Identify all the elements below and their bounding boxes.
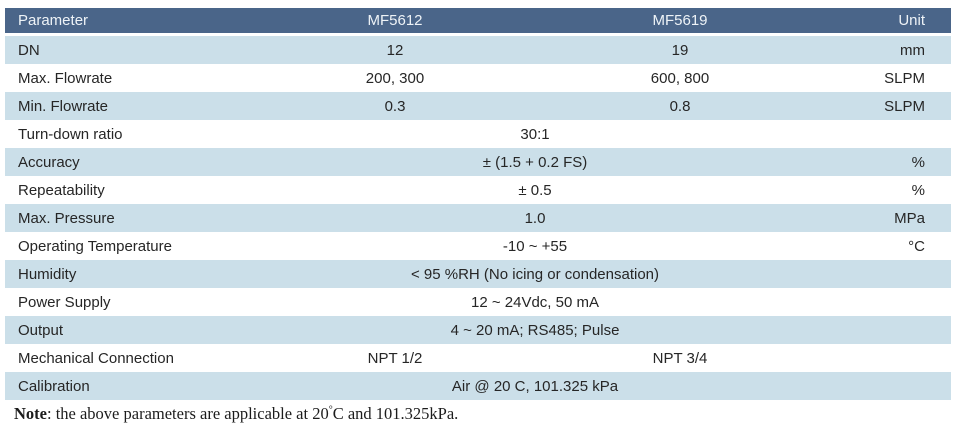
value-cell-merged: Air @ 20 C, 101.325 kPa [220,372,850,400]
unit-cell: °C [850,232,951,260]
param-cell: DN [5,34,220,64]
param-cell: Power Supply [5,288,220,316]
spec-table-container: Parameter MF5612 MF5619 Unit DN 12 19 mm Max… [5,8,951,400]
value-cell-merged: 4 ~ 20 mA; RS485; Pulse [220,316,850,344]
table-row: Operating Temperature -10 ~ +55 °C [5,232,951,260]
unit-cell [850,260,951,288]
table-row: DN 12 19 mm [5,34,951,64]
table-row: Mechanical Connection NPT 1/2 NPT 3/4 [5,344,951,372]
value-cell-merged: 1.0 [220,204,850,232]
param-cell: Humidity [5,260,220,288]
table-row: Accuracy ± (1.5 + 0.2 FS)% [5,148,951,176]
table-row: Humidity < 95 %RH (No icing or condensati… [5,260,951,288]
param-cell: Repeatability [5,176,220,204]
value-cell: 600, 800 [570,64,850,92]
value-cell: NPT 1/2 [220,344,570,372]
table-row: Calibration Air @ 20 C, 101.325 kPa [5,372,951,400]
value-cell: NPT 3/4 [570,344,850,372]
spec-table-body: DN 12 19 mm Max. Flowrate 200, 300 600, 800 SLP… [5,34,951,400]
param-cell: Operating Temperature [5,232,220,260]
table-row: Repeatability ± 0.5% [5,176,951,204]
param-cell: Mechanical Connection [5,344,220,372]
column-header-parameter: Parameter [5,8,220,36]
value-cell: 200, 300 [220,64,570,92]
param-cell: Accuracy [5,148,220,176]
degree-symbol: ° [328,404,333,416]
param-cell: Turn-down ratio [5,120,220,148]
value-cell-merged: ± 0.5 [220,176,850,204]
value-cell: 19 [570,34,850,64]
spec-table: Parameter MF5612 MF5619 Unit DN 12 19 mm Max… [5,8,951,400]
value-cell-merged: 30:1 [220,120,850,148]
footnote-suffix: C and 101.325kPa. [332,404,459,423]
unit-cell: MPa [850,204,951,232]
table-row: Turn-down ratio 30:1 [5,120,951,148]
footnote-label: Note [14,404,47,423]
unit-cell: SLPM [850,92,951,120]
param-cell: Output [5,316,220,344]
footnote: Note: the above parameters are applicabl… [14,404,944,424]
table-row: Output 4 ~ 20 mA; RS485; Pulse [5,316,951,344]
column-header-unit: Unit [850,8,951,36]
column-header-mf5619: MF5619 [570,8,850,36]
header-row: Parameter MF5612 MF5619 Unit [5,8,951,36]
footnote-body: : the above parameters are applicable at… [46,404,329,423]
table-row: Power Supply 12 ~ 24Vdc, 50 mA [5,288,951,316]
param-cell: Calibration [5,372,220,400]
value-cell-merged: ± (1.5 + 0.2 FS) [220,148,850,176]
value-cell-merged: 12 ~ 24Vdc, 50 mA [220,288,850,316]
table-row: Max. Flowrate 200, 300 600, 800 SLPM [5,64,951,92]
table-row: Min. Flowrate 0.3 0.8 SLPM [5,92,951,120]
unit-cell [850,372,951,400]
unit-cell [850,344,951,372]
value-cell: 0.8 [570,92,850,120]
unit-cell: % [850,176,951,204]
param-cell: Max. Pressure [5,204,220,232]
value-cell-merged: -10 ~ +55 [220,232,850,260]
param-cell: Min. Flowrate [5,92,220,120]
unit-cell: mm [850,34,951,64]
value-cell-merged: < 95 %RH (No icing or condensation) [220,260,850,288]
column-header-mf5612: MF5612 [220,8,570,36]
unit-cell: SLPM [850,64,951,92]
value-cell: 0.3 [220,92,570,120]
table-row: Max. Pressure 1.0 MPa [5,204,951,232]
unit-cell [850,288,951,316]
value-cell: 12 [220,34,570,64]
unit-cell [850,120,951,148]
unit-cell [850,316,951,344]
param-cell: Max. Flowrate [5,64,220,92]
unit-cell: % [850,148,951,176]
spec-table-header: Parameter MF5612 MF5619 Unit [5,8,951,36]
